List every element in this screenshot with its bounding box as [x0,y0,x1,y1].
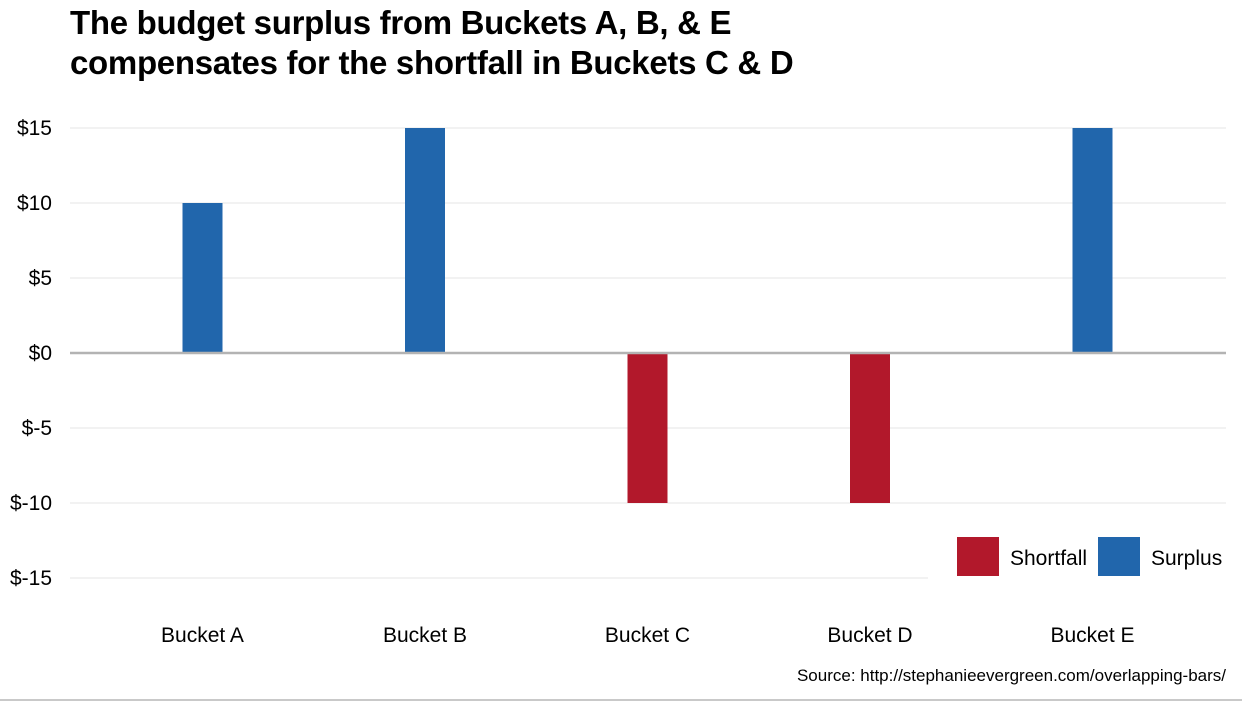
shortfall-bar-bucket-c [627,353,668,503]
legend-label-surplus: Surplus [1151,547,1222,570]
surplus-bar-bucket-a [182,203,223,353]
chart-title-line-2: compensates for the shortfall in Buckets… [70,44,794,81]
y-tick-label: $0 [29,342,52,365]
x-tick-label: Bucket E [1050,624,1134,647]
y-tick-label: $-10 [10,492,52,515]
surplus-bar-bucket-e [1072,128,1113,353]
x-tick-label: Bucket A [161,624,244,647]
x-tick-label: Bucket D [827,624,912,647]
y-tick-label: $5 [29,267,52,290]
y-tick-label: $-5 [22,417,52,440]
chart-title-line-1: The budget surplus from Buckets A, B, & … [70,4,732,41]
legend-swatch-shortfall [957,537,999,576]
x-tick-label: Bucket C [605,624,690,647]
y-tick-label: $-15 [10,567,52,590]
source-note: Source: http://stephanieevergreen.com/ov… [796,666,1226,685]
y-tick-label: $10 [17,192,52,215]
y-tick-label: $15 [17,117,52,140]
legend-swatch-surplus [1098,537,1140,576]
x-tick-label: Bucket B [383,624,467,647]
chart-title: The budget surplus from Buckets A, B, & … [70,3,1170,83]
shortfall-bar-bucket-d [850,353,890,503]
surplus-bar-bucket-b [405,128,445,353]
bottom-divider [0,699,1242,701]
legend-label-shortfall: Shortfall [1010,547,1087,570]
